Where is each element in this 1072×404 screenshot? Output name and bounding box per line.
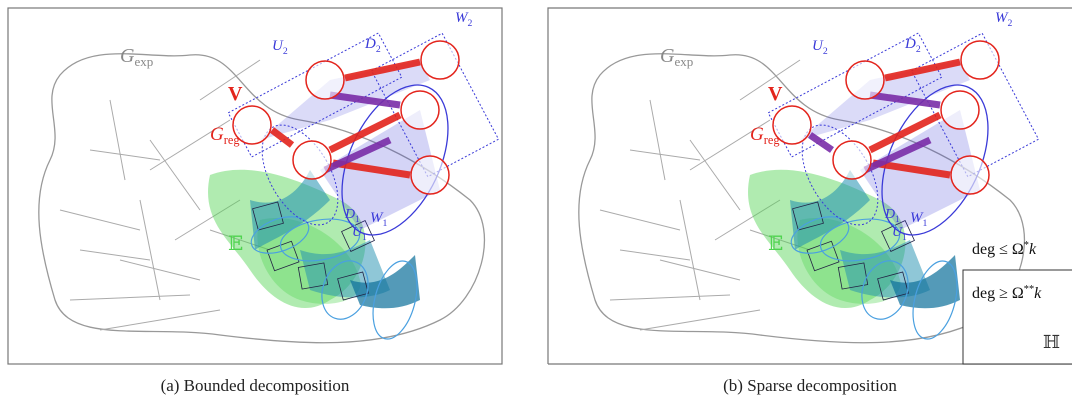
label-text: 𝔼 (768, 233, 783, 255)
tree-edge (620, 250, 690, 260)
label-sub: 2 (468, 18, 473, 29)
tree-edge (140, 200, 160, 300)
label-sub: reg (764, 133, 780, 147)
label-sub: 1 (923, 218, 928, 229)
vertex (401, 91, 439, 129)
label-sub: 2 (376, 44, 381, 55)
label-text: k (1034, 285, 1042, 302)
label: 𝔼 (228, 233, 243, 255)
vertex (951, 156, 989, 194)
label-text: D (344, 207, 355, 222)
vertex (306, 61, 344, 99)
label-text: D (364, 36, 376, 52)
tree-edge (150, 140, 200, 210)
label-text: V (228, 83, 243, 105)
label-text: G (750, 124, 764, 145)
vertex (961, 41, 999, 79)
vertex (293, 141, 331, 179)
label-sub: 2 (283, 46, 288, 57)
label: deg ≤ Ω*k (972, 240, 1037, 258)
page: {"panels": [ {"caption": "(a) Bounded de… (0, 0, 1072, 404)
vertex (411, 156, 449, 194)
label-text: D (904, 36, 916, 52)
panel-a (39, 33, 499, 344)
tree-edge (650, 100, 665, 180)
vertex (421, 41, 459, 79)
tree-edge (660, 260, 740, 280)
figure: GexpVGregU2D2W2D1W1U1𝔼(a) Bounded decomp… (0, 0, 1072, 404)
tree-edge (60, 210, 140, 230)
label: W2 (455, 10, 473, 29)
tree-edge (680, 200, 700, 300)
tree-edge (690, 140, 740, 210)
label-text: 𝔼 (228, 233, 243, 255)
label-sub: 2 (823, 46, 828, 57)
label-text: D (884, 207, 895, 222)
tree-edge (640, 310, 760, 330)
label-text: deg ≥ Ω (972, 285, 1024, 302)
label: Gexp (660, 45, 693, 69)
tree-edge (110, 100, 125, 180)
caption: (a) Bounded decomposition (161, 376, 350, 395)
label-sub: 2 (1008, 18, 1013, 29)
label: Gexp (120, 45, 153, 69)
label-sub: reg (224, 133, 240, 147)
vertex (846, 61, 884, 99)
label-sub: 1 (355, 214, 360, 224)
tree-edge (600, 210, 680, 230)
label: D2 (364, 36, 381, 55)
label-text: G (210, 124, 224, 145)
label: U2 (812, 38, 828, 57)
label-sub: 2 (916, 44, 921, 55)
tree-edge (120, 260, 200, 280)
tree-edge (100, 310, 220, 330)
label-text: ℍ (1043, 332, 1060, 352)
label: D2 (904, 36, 921, 55)
label-sub: 1 (902, 232, 907, 242)
label-text: G (120, 45, 135, 67)
label-text: k (1029, 241, 1037, 258)
label: ℍ (1043, 332, 1060, 352)
tree-edge (90, 150, 160, 160)
label: W2 (995, 10, 1013, 29)
label-sub: exp (134, 54, 153, 69)
label-sub: 1 (362, 232, 367, 242)
tree-edge (80, 250, 150, 260)
label-sub: 1 (383, 218, 388, 229)
label-sup: ** (1024, 284, 1034, 295)
label: 𝔼 (768, 233, 783, 255)
label-text: deg ≤ Ω (972, 241, 1024, 258)
label-text: V (768, 83, 783, 105)
label-text: G (660, 45, 675, 67)
label: V (228, 83, 243, 105)
label-sub: 1 (895, 214, 900, 224)
vertex (833, 141, 871, 179)
vertex (941, 91, 979, 129)
label: U2 (272, 38, 288, 57)
tree-edge (630, 150, 700, 160)
label: V (768, 83, 783, 105)
tree-edge (70, 295, 190, 300)
tree-edge (610, 295, 730, 300)
label-sub: exp (674, 54, 693, 69)
caption: (b) Sparse decomposition (723, 376, 897, 395)
